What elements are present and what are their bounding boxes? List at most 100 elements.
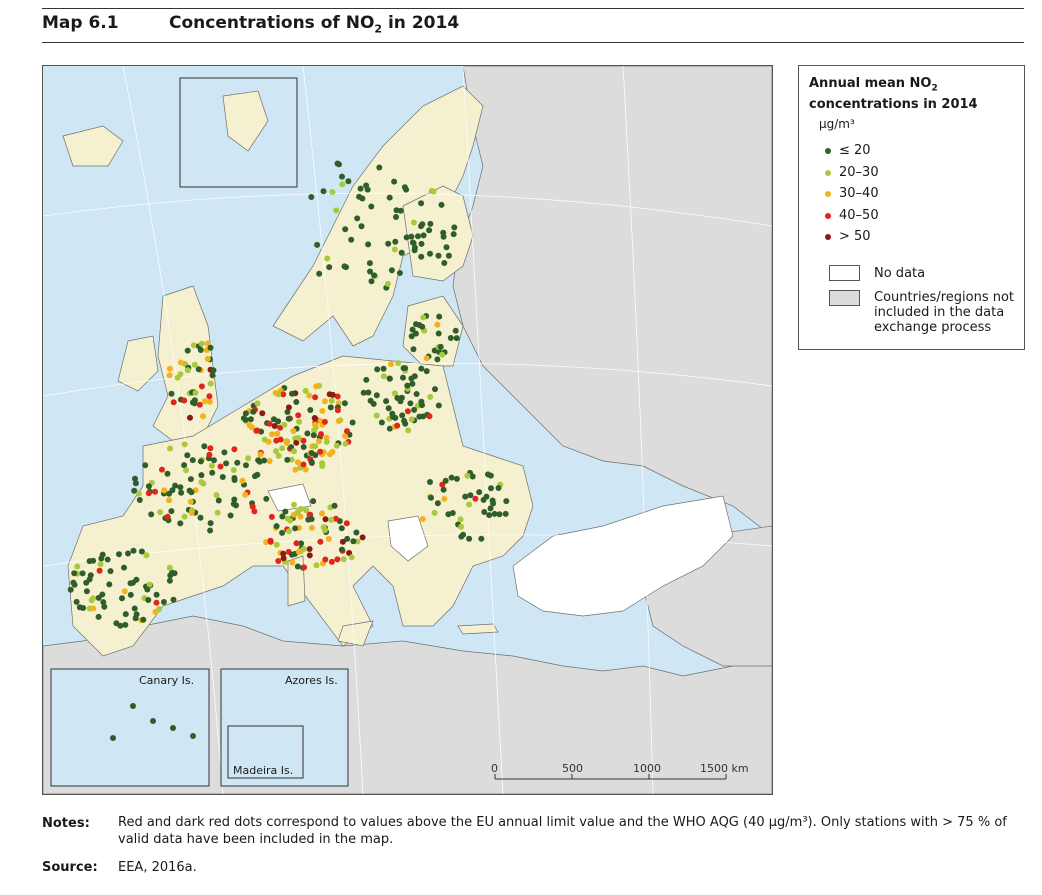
station-dot — [119, 595, 125, 602]
scale-label-500: 500 — [562, 762, 583, 775]
station-dot — [327, 404, 334, 411]
station-dot — [342, 226, 349, 233]
legend-title: Annual mean NO2 concentrations in 2014 — [809, 76, 1014, 113]
station-dot — [148, 511, 155, 518]
station-dot — [100, 599, 107, 606]
station-dot — [242, 410, 249, 417]
station-dot — [293, 439, 300, 446]
station-dot — [439, 351, 446, 358]
station-dot — [168, 390, 175, 397]
station-dot — [311, 415, 318, 421]
station-dot — [207, 445, 214, 452]
station-dot — [348, 554, 355, 561]
station-dot — [281, 421, 288, 428]
station-dot — [292, 466, 299, 473]
legend-label-no-data: No data — [874, 266, 926, 281]
station-dot — [341, 400, 348, 407]
station-dot — [263, 495, 270, 502]
station-dot — [197, 458, 204, 465]
station-dot — [104, 556, 111, 563]
station-dot — [325, 535, 332, 542]
inset-azores-label: Azores Is. — [285, 674, 338, 687]
station-dot — [172, 482, 179, 489]
station-dot — [273, 523, 280, 530]
station-dot — [464, 472, 471, 479]
station-dot — [187, 414, 193, 421]
station-dot — [234, 459, 241, 466]
map-number: Map 6.1 — [42, 13, 119, 33]
station-dot — [319, 510, 325, 517]
station-dot — [334, 393, 341, 400]
station-dot — [95, 613, 102, 620]
station-dot — [333, 442, 340, 449]
station-dot — [469, 473, 476, 480]
station-dot — [322, 556, 329, 563]
station-dot — [144, 586, 151, 593]
station-dot — [443, 244, 450, 251]
station-dot — [150, 718, 156, 724]
station-dot — [166, 577, 173, 584]
station-dot — [420, 314, 427, 321]
station-dot — [251, 508, 258, 515]
station-dot — [431, 509, 438, 516]
station-dot — [312, 443, 319, 450]
station-dot — [344, 428, 350, 435]
station-dot — [284, 456, 291, 463]
legend-item-20-30: 20–30 — [825, 165, 879, 181]
station-dot — [209, 372, 216, 379]
station-dot — [280, 550, 287, 557]
station-dot — [413, 391, 420, 397]
legend-dot-40-50 — [825, 213, 831, 219]
station-dot — [146, 581, 153, 588]
station-dot — [432, 386, 438, 393]
station-dot — [214, 509, 221, 516]
inset-madeira-label: Madeira Is. — [233, 764, 293, 777]
station-dot — [317, 538, 324, 545]
station-dot — [300, 546, 307, 552]
station-dot — [71, 570, 78, 577]
scale-label-0: 0 — [491, 762, 498, 775]
station-dot — [142, 462, 149, 469]
station-dot — [160, 599, 167, 605]
station-dot — [166, 497, 173, 504]
legend-dot-20-30 — [825, 170, 831, 176]
station-dot — [110, 735, 116, 741]
station-dot — [181, 462, 188, 469]
station-dot — [195, 366, 202, 373]
map-svg: Canary Is. Azores Is. Madeira Is. 0 500 … — [43, 66, 772, 794]
station-dot — [306, 392, 313, 399]
map-title: Concentrations of NO2 in 2014 — [169, 13, 459, 35]
station-dot — [410, 219, 417, 226]
station-dot — [293, 540, 300, 547]
station-dot — [402, 420, 409, 427]
station-dot — [261, 436, 268, 443]
station-dot — [315, 438, 322, 445]
station-dot — [275, 558, 282, 564]
station-dot — [395, 360, 402, 367]
station-dot — [419, 323, 426, 330]
station-dot — [400, 365, 407, 372]
station-dot — [419, 402, 425, 409]
legend-swatch-no-data — [829, 265, 860, 281]
station-dot — [285, 528, 292, 535]
station-dot — [122, 611, 129, 618]
station-dot — [460, 531, 467, 538]
station-dot — [408, 233, 415, 240]
station-dot — [204, 355, 211, 362]
station-dot — [306, 552, 313, 559]
station-dot — [266, 458, 273, 464]
station-dot — [440, 486, 447, 493]
station-dot — [306, 546, 313, 552]
station-dot — [275, 452, 282, 459]
station-dot — [221, 449, 228, 456]
station-dot — [332, 515, 339, 522]
station-dot — [153, 591, 160, 598]
station-dots — [67, 160, 510, 741]
station-dot — [243, 462, 249, 469]
station-dot — [242, 416, 249, 423]
station-dot — [481, 509, 488, 515]
station-dot — [157, 509, 164, 516]
station-dot — [391, 246, 398, 253]
station-dot — [74, 563, 81, 570]
station-dot — [198, 472, 205, 479]
